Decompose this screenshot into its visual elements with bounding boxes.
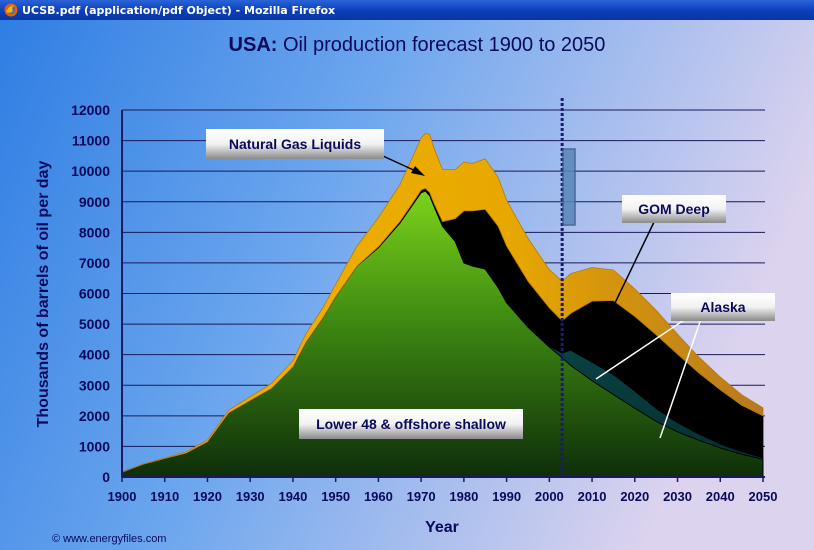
forecast-indicator-box [562, 148, 576, 226]
chart-title: USA: Oil production forecast 1900 to 205… [229, 34, 606, 56]
x-axis-label: Year [425, 519, 459, 536]
y-tick-label: 4000 [79, 347, 110, 363]
x-tick-label: 1990 [492, 489, 521, 504]
label-gom-deep-text: GOM Deep [638, 201, 710, 217]
x-tick-label: 1930 [236, 489, 265, 504]
x-tick-label: 2010 [578, 489, 607, 504]
gom-pointer-line [614, 219, 656, 304]
chart-title-country: USA: [229, 34, 278, 56]
label-lower-48-text: Lower 48 & offshore shallow [316, 416, 506, 432]
firefox-icon [4, 3, 18, 17]
x-tick-label: 2050 [749, 489, 778, 504]
label-alaska-text: Alaska [700, 299, 745, 315]
x-tick-label: 1920 [193, 489, 222, 504]
window-title: UCSB.pdf (application/pdf Object) - Mozi… [22, 3, 336, 17]
x-tick-label: 2030 [663, 489, 692, 504]
y-tick-label: 11000 [72, 133, 110, 149]
alaska-pointer-line-2 [659, 315, 703, 439]
x-tick-label: 2020 [620, 489, 649, 504]
x-tick-labels: 1900 1910 1920 1930 1940 1950 1960 1970 1980 1990… [108, 477, 778, 504]
y-tick-label: 0 [102, 469, 110, 485]
y-tick-label: 10000 [71, 163, 110, 179]
alaska-pointer-line-1 [595, 315, 691, 380]
x-tick-label: 1900 [108, 489, 137, 504]
y-tick-label: 9000 [79, 194, 110, 210]
x-tick-label: 1970 [407, 489, 436, 504]
y-tick-label: 1000 [79, 438, 110, 454]
x-tick-label: 1960 [364, 489, 393, 504]
copyright-text: © www.energyfiles.com [52, 533, 166, 545]
chart: USA: Oil production forecast 1900 to 205… [0, 20, 814, 550]
y-tick-label: 7000 [79, 255, 110, 271]
y-tick-label: 6000 [79, 286, 110, 302]
chart-title-text: Oil production forecast 1900 to 2050 [277, 34, 605, 56]
y-tick-label: 3000 [79, 377, 110, 393]
y-axis-label: Thousands of barrels of oil per day [35, 161, 52, 428]
y-tick-label: 2000 [79, 408, 110, 424]
x-tick-label: 1910 [150, 489, 179, 504]
x-tick-label: 2040 [706, 489, 735, 504]
plot-frame [121, 110, 765, 478]
label-alaska: Alaska [671, 293, 775, 321]
area-natural-gas-liquids [121, 132, 764, 473]
y-tick-label: 12000 [71, 102, 110, 118]
label-natural-gas-liquids-text: Natural Gas Liquids [229, 136, 361, 152]
x-tick-label: 1950 [321, 489, 350, 504]
label-natural-gas-liquids: Natural Gas Liquids [206, 129, 384, 159]
label-gom-deep: GOM Deep [622, 195, 726, 223]
x-tick-label: 1940 [278, 489, 307, 504]
y-tick-label: 8000 [79, 224, 110, 240]
window-titlebar: UCSB.pdf (application/pdf Object) - Mozi… [0, 0, 814, 20]
slide: USA: Oil production forecast 1900 to 205… [0, 20, 814, 550]
x-tick-label: 2000 [535, 489, 564, 504]
ngl-pointer-arrowhead [411, 166, 425, 176]
y-tick-label: 5000 [79, 316, 110, 332]
label-lower-48: Lower 48 & offshore shallow [299, 409, 523, 439]
y-tick-labels: 0 1000 2000 3000 4000 5000 6000 7000 8000 9000 100… [71, 102, 110, 485]
x-tick-label: 1980 [449, 489, 478, 504]
